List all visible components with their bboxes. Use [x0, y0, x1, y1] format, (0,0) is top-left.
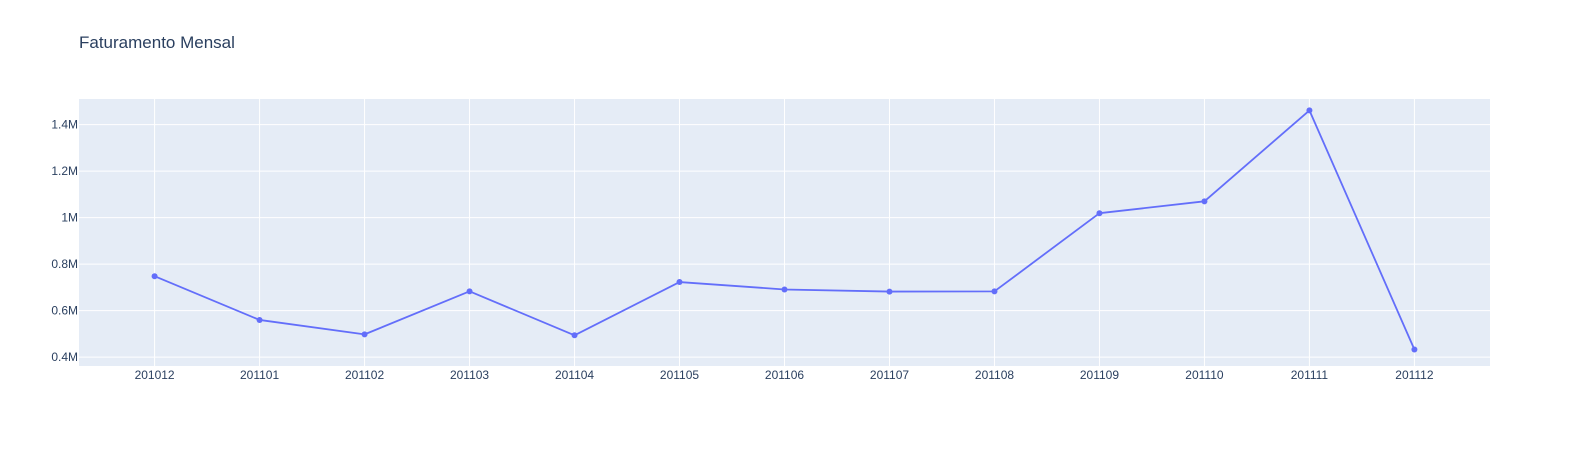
x-axis: 201012 201101 201102 201103 201104 201105 2011…: [135, 368, 1434, 382]
x-tick-label: 201102: [345, 368, 384, 382]
data-point[interactable]: [676, 279, 683, 286]
data-point[interactable]: [466, 288, 473, 295]
y-axis: 0.4M 0.6M 0.8M 1M 1.2M 1.4M: [51, 118, 78, 365]
x-tick-label: 201111: [1291, 368, 1329, 382]
data-point[interactable]: [1411, 346, 1418, 353]
series-layer: [151, 107, 1418, 353]
data-point[interactable]: [886, 288, 893, 295]
x-tick-label: 201107: [870, 368, 909, 382]
data-point[interactable]: [1096, 210, 1103, 217]
x-tick-label: 201110: [1185, 368, 1224, 382]
y-tick-label: 0.6M: [51, 304, 78, 318]
x-tick-label: 201012: [135, 368, 175, 382]
data-point[interactable]: [151, 273, 158, 280]
data-point[interactable]: [256, 316, 263, 323]
x-tick-label: 201106: [765, 368, 804, 382]
y-tick-label: 1.4M: [51, 118, 78, 132]
x-tick-label: 201104: [555, 368, 594, 382]
data-point[interactable]: [1201, 198, 1208, 205]
data-point[interactable]: [361, 331, 368, 338]
x-tick-label: 201112: [1395, 368, 1434, 382]
y-tick-label: 1M: [61, 211, 78, 225]
y-tick-label: 0.8M: [51, 257, 78, 271]
chart-title: Faturamento Mensal: [79, 33, 235, 52]
x-tick-label: 201109: [1080, 368, 1119, 382]
data-point[interactable]: [991, 288, 998, 295]
x-gridlines: [154, 99, 1415, 366]
data-point[interactable]: [571, 332, 578, 339]
x-tick-label: 201108: [975, 368, 1014, 382]
y-tick-label: 1.2M: [51, 164, 78, 178]
y-gridlines: [79, 124, 1490, 358]
x-tick-label: 201101: [240, 368, 279, 382]
y-tick-label: 0.4M: [51, 350, 78, 364]
data-point[interactable]: [1306, 107, 1313, 114]
x-tick-label: 201103: [450, 368, 489, 382]
x-tick-label: 201105: [660, 368, 699, 382]
data-point[interactable]: [781, 286, 788, 293]
